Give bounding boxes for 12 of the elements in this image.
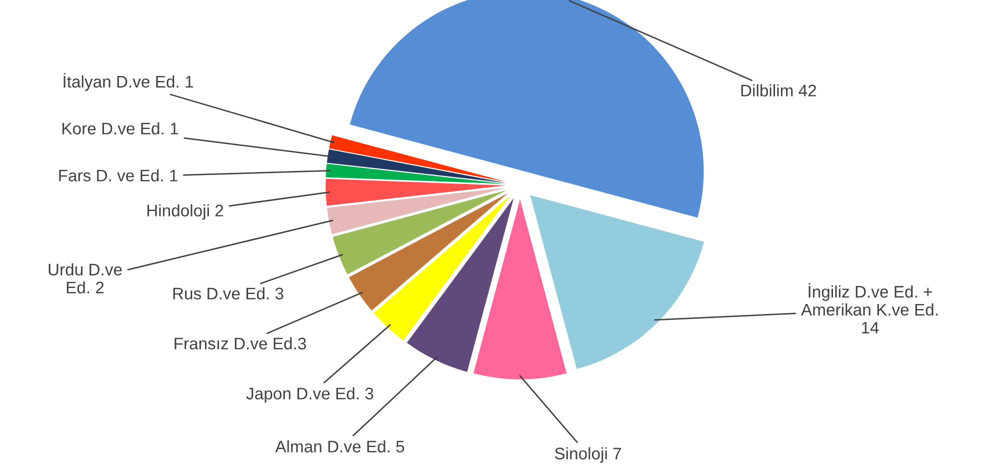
slice-label: Fransız D.ve Ed.3: [174, 337, 306, 350]
slice-label: Hindoloji 2: [147, 204, 224, 220]
slice-label: Kore D.ve Ed. 1: [62, 122, 178, 134]
slice-label: Fars D. ve Ed. 1: [59, 169, 178, 182]
slice-label: Japon D.ve Ed. 3: [246, 387, 374, 403]
slice-label: İngiliz D.ve Ed. + Amerikan K.ve Ed. 14: [801, 283, 938, 334]
slice-label: Rus D.ve Ed. 3: [173, 287, 284, 300]
slice-label: Dilbilim 42: [741, 84, 816, 96]
slice-label: Sinoloji 7: [554, 447, 621, 463]
slice-label: Urdu D.ve Ed. 2: [48, 263, 122, 294]
slice-label: Alman D.ve Ed. 5: [275, 440, 404, 452]
slice-label: İtalyan D.ve Ed. 1: [64, 73, 193, 91]
